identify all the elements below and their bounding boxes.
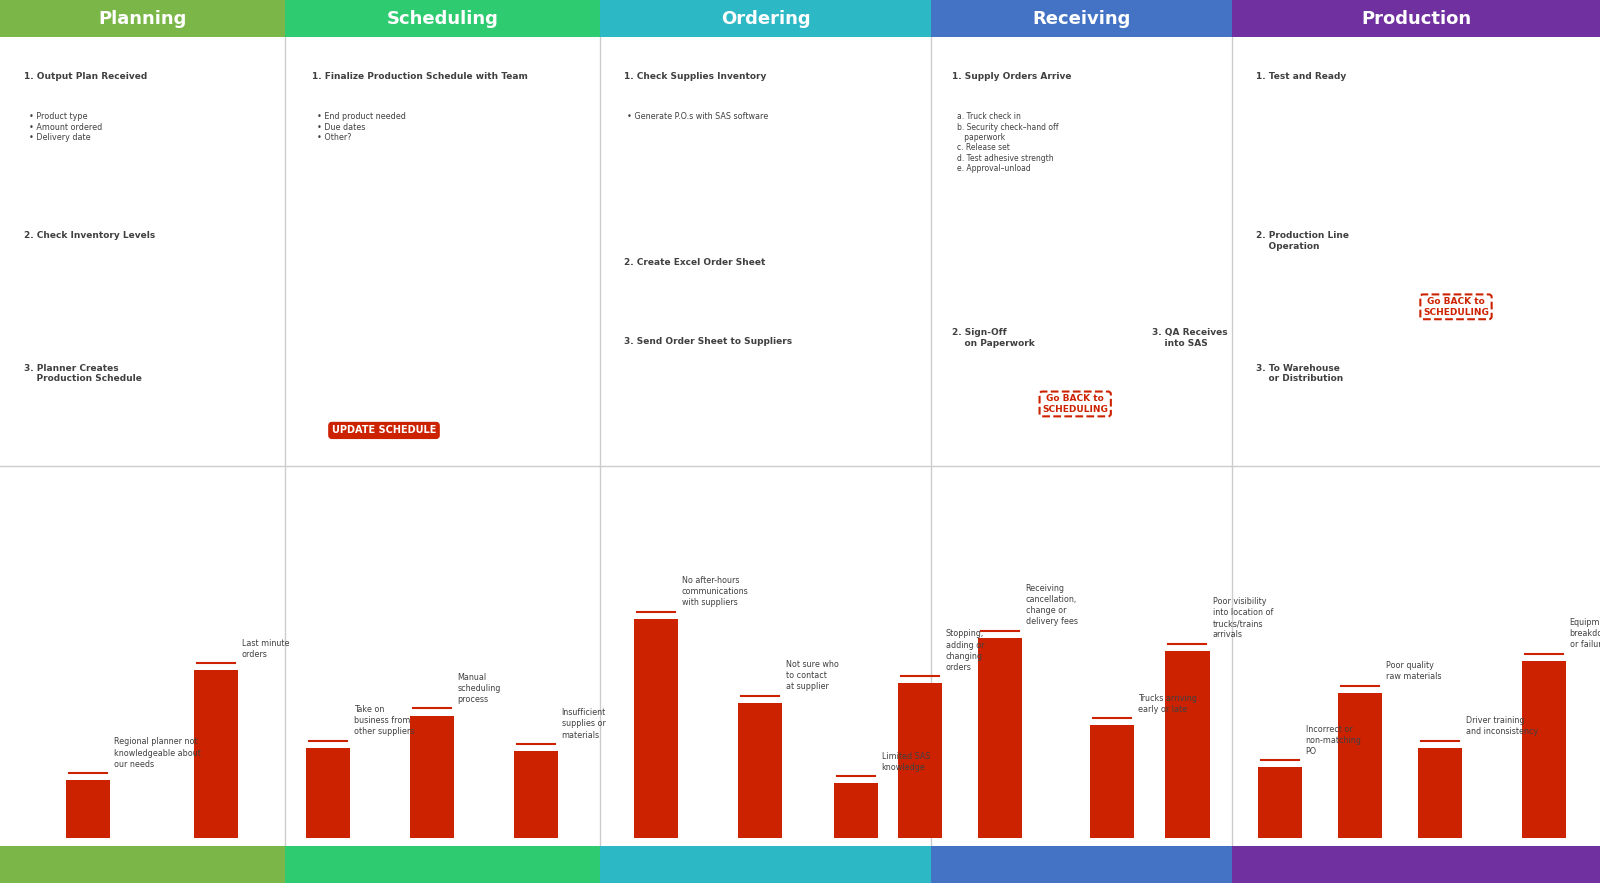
FancyBboxPatch shape (285, 846, 600, 883)
Text: 3. Planner Creates
    Production Schedule: 3. Planner Creates Production Schedule (24, 364, 142, 383)
Text: a. Truck check in
b. Security check–hand off
   paperwork
c. Release set
d. Test: a. Truck check in b. Security check–hand… (957, 112, 1058, 173)
Text: Insufficient
supplies or
materials: Insufficient supplies or materials (562, 708, 606, 740)
Text: Regional planner not
knowledgeable about
our needs: Regional planner not knowledgeable about… (114, 737, 200, 769)
Text: Incorrect or
non-matching
PO: Incorrect or non-matching PO (1306, 725, 1362, 756)
Text: Poor quality
raw materials: Poor quality raw materials (1386, 661, 1442, 682)
Text: Production: Production (1362, 10, 1470, 27)
FancyBboxPatch shape (1522, 660, 1566, 838)
Text: UPDATE SCHEDULE: UPDATE SCHEDULE (331, 426, 437, 435)
FancyBboxPatch shape (306, 748, 350, 838)
Text: Scheduling: Scheduling (387, 10, 498, 27)
Text: Last minute
orders: Last minute orders (242, 638, 290, 659)
Text: Poor visibility
into location of
trucks/trains
arrivals: Poor visibility into location of trucks/… (1213, 597, 1274, 639)
Text: Planning: Planning (98, 10, 187, 27)
Text: 2. Check Inventory Levels: 2. Check Inventory Levels (24, 231, 155, 240)
Text: 1. Output Plan Received: 1. Output Plan Received (24, 72, 147, 81)
FancyBboxPatch shape (1232, 0, 1600, 37)
Text: 3. To Warehouse
    or Distribution: 3. To Warehouse or Distribution (1256, 364, 1344, 383)
FancyBboxPatch shape (1258, 767, 1302, 838)
Text: 3. Send Order Sheet to Suppliers: 3. Send Order Sheet to Suppliers (624, 337, 792, 346)
FancyBboxPatch shape (285, 0, 600, 37)
FancyBboxPatch shape (931, 0, 1232, 37)
FancyBboxPatch shape (738, 703, 782, 838)
FancyBboxPatch shape (0, 37, 1600, 465)
Text: 2. Sign-Off
    on Paperwork: 2. Sign-Off on Paperwork (952, 328, 1035, 348)
Text: Go BACK to
SCHEDULING: Go BACK to SCHEDULING (1042, 394, 1109, 413)
Text: Not sure who
to contact
at supplier: Not sure who to contact at supplier (786, 660, 838, 691)
Text: Manual
scheduling
process: Manual scheduling process (458, 673, 501, 704)
FancyBboxPatch shape (66, 781, 110, 838)
Text: 3. QA Receives
    into SAS: 3. QA Receives into SAS (1152, 328, 1227, 348)
FancyBboxPatch shape (634, 619, 678, 838)
FancyBboxPatch shape (1418, 748, 1462, 838)
FancyBboxPatch shape (931, 846, 1232, 883)
FancyBboxPatch shape (0, 0, 285, 37)
Text: Receiving
cancellation,
change or
delivery fees: Receiving cancellation, change or delive… (1026, 585, 1078, 627)
Text: 1. Test and Ready: 1. Test and Ready (1256, 72, 1346, 81)
Text: Limited SAS
knowledge: Limited SAS knowledge (882, 751, 930, 772)
FancyBboxPatch shape (600, 846, 931, 883)
Text: • Generate P.O.s with SAS software: • Generate P.O.s with SAS software (627, 112, 768, 121)
Text: Ordering: Ordering (720, 10, 811, 27)
Text: • Product type
• Amount ordered
• Delivery date: • Product type • Amount ordered • Delive… (29, 112, 102, 142)
FancyBboxPatch shape (978, 638, 1022, 838)
Text: 1. Supply Orders Arrive: 1. Supply Orders Arrive (952, 72, 1072, 81)
FancyBboxPatch shape (194, 670, 238, 838)
Text: • End product needed
• Due dates
• Other?: • End product needed • Due dates • Other… (317, 112, 406, 142)
Text: Stopping,
adding or
changing
orders: Stopping, adding or changing orders (946, 630, 984, 672)
FancyBboxPatch shape (1338, 693, 1382, 838)
FancyBboxPatch shape (514, 751, 558, 838)
Text: 1. Check Supplies Inventory: 1. Check Supplies Inventory (624, 72, 766, 81)
FancyBboxPatch shape (898, 683, 942, 838)
Text: 2. Production Line
    Operation: 2. Production Line Operation (1256, 231, 1349, 251)
Text: Go BACK to
SCHEDULING: Go BACK to SCHEDULING (1422, 297, 1490, 316)
FancyBboxPatch shape (1090, 725, 1134, 838)
FancyBboxPatch shape (600, 0, 931, 37)
Text: Equipment
breakdown
or failure: Equipment breakdown or failure (1570, 618, 1600, 649)
FancyBboxPatch shape (834, 783, 878, 838)
Text: Take on
business from
other suppliers: Take on business from other suppliers (354, 706, 414, 736)
FancyBboxPatch shape (0, 846, 285, 883)
Text: Driver training
and inconsistency: Driver training and inconsistency (1466, 716, 1538, 736)
FancyBboxPatch shape (1232, 846, 1600, 883)
Text: 1. Finalize Production Schedule with Team: 1. Finalize Production Schedule with Tea… (312, 72, 528, 81)
Text: Receiving: Receiving (1032, 10, 1131, 27)
Text: Trucks arriving
early or late: Trucks arriving early or late (1138, 694, 1197, 713)
FancyBboxPatch shape (1165, 651, 1210, 838)
Text: 2. Create Excel Order Sheet: 2. Create Excel Order Sheet (624, 258, 765, 267)
Text: No after-hours
communications
with suppliers: No after-hours communications with suppl… (682, 576, 749, 608)
FancyBboxPatch shape (410, 715, 454, 838)
